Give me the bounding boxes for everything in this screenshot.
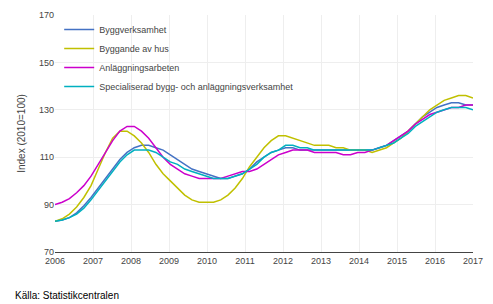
svg-text:Specialiserad bygg- och anlägg: Specialiserad bygg- och anläggningsverks…	[99, 82, 293, 92]
svg-text:170: 170	[39, 10, 54, 20]
svg-text:2013: 2013	[311, 256, 331, 266]
svg-text:2008: 2008	[121, 256, 141, 266]
svg-text:150: 150	[39, 58, 54, 68]
svg-text:2017: 2017	[463, 256, 483, 266]
svg-text:2016: 2016	[425, 256, 445, 266]
svg-text:90: 90	[44, 200, 54, 210]
svg-text:2011: 2011	[235, 256, 254, 266]
svg-text:2015: 2015	[387, 256, 407, 266]
svg-text:Anläggningsarbeten: Anläggningsarbeten	[99, 63, 179, 73]
svg-text:2012: 2012	[273, 256, 293, 266]
svg-text:Källa: Statistikcentralen: Källa: Statistikcentralen	[15, 290, 119, 301]
svg-text:Byggverksamhet: Byggverksamhet	[99, 25, 167, 35]
svg-text:130: 130	[39, 105, 54, 115]
svg-text:2010: 2010	[197, 256, 217, 266]
svg-text:2014: 2014	[349, 256, 369, 266]
svg-text:2009: 2009	[159, 256, 179, 266]
svg-text:2006: 2006	[45, 256, 65, 266]
svg-text:2007: 2007	[83, 256, 103, 266]
svg-text:Index (2010=100): Index (2010=100)	[16, 94, 27, 173]
svg-text:110: 110	[40, 152, 54, 162]
svg-text:70: 70	[44, 247, 54, 257]
svg-text:Byggande av hus: Byggande av hus	[99, 44, 169, 54]
